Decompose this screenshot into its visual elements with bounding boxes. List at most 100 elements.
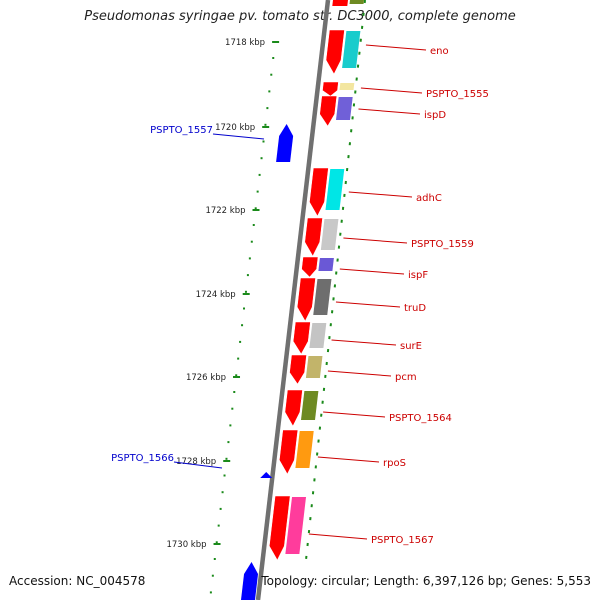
ruler-tick-label: 1728 kbp [176,457,216,467]
label-leader [323,411,386,418]
gene-label-pspto_1559[interactable]: PSPTO_1559 [411,239,474,250]
cog-block [320,219,339,250]
label-leader [358,108,421,115]
reverse-gene-arrow[interactable] [322,81,339,97]
label-leader [331,339,397,346]
gene-label-ispf[interactable]: ispF [408,270,428,281]
reverse-gene-arrow[interactable] [309,167,329,217]
label-leader-lines [173,44,427,540]
ruler-dot [223,474,226,477]
ruler-dot [246,274,249,277]
cog-block [309,323,327,348]
ruler-dot [254,207,257,210]
reverse-gene-arrow[interactable] [289,354,307,385]
gene-features[interactable] [241,0,348,600]
reverse-gene-arrow[interactable] [284,389,303,427]
ruler-dot [258,173,261,176]
gene-label-trud[interactable]: truD [404,303,426,314]
reverse-gene-arrow[interactable] [296,277,316,322]
ruler-dot [211,574,214,577]
ruler-dot [235,374,238,377]
reverse-gene-arrow[interactable] [319,95,338,127]
ruler-tick-label: 1720 kbp [215,123,255,133]
label-leader [365,44,427,51]
ruler-dot [270,73,273,76]
ruler-tick-label: 1722 kbp [205,206,245,216]
ruler-dot [231,407,234,410]
ruler-dot [213,558,216,560]
gene-label-adhc[interactable]: adhC [416,193,442,204]
label-leader [348,191,413,198]
ruler-dot [266,107,269,110]
ruler-dot [221,491,224,494]
label-leader [343,237,408,244]
cog-block [342,31,361,68]
gene-label-sure[interactable]: surE [400,341,422,352]
ruler-tick-label: 1730 kbp [166,540,206,550]
gene-label-rpos[interactable]: rpoS [383,458,406,469]
genome-backbone [255,0,331,600]
reverse-gene-arrow[interactable] [301,256,319,278]
ruler-tick: 1728 kbp [176,457,231,467]
ruler-dot [250,240,253,243]
ruler-dot [241,324,244,327]
gene-label-pspto_1555[interactable]: PSPTO_1555 [426,89,489,100]
ruler-dot [260,157,263,160]
cog-block [285,497,307,554]
cog-block [336,97,353,120]
label-leader [212,133,265,140]
gene-label-pspto_1567[interactable]: PSPTO_1567 [371,535,434,546]
gene-label-ispd[interactable]: ispD [424,110,446,121]
ruler-dot [219,507,222,510]
ruler-tick: 1720 kbp [215,123,270,133]
ruler-tick-label: 1718 kbp [225,38,265,48]
ruler-dot [243,307,246,310]
label-leader [327,370,392,377]
accession-text: Accession: NC_004578 [9,574,146,588]
ruler-dot [209,591,212,594]
ruler-tick: 1726 kbp [186,373,241,383]
cog-block [325,169,345,210]
label-leader [308,533,368,540]
ruler-dot [225,457,228,460]
reverse-gene-arrow[interactable] [304,217,323,257]
ruler-dot [237,357,240,360]
cog-block [305,356,323,378]
ruler-tick: 1724 kbp [196,290,250,300]
ruler-tick-label: 1724 kbp [196,290,236,300]
reverse-gene-arrow[interactable] [279,429,299,475]
gene-labels[interactable]: eno PSPTO_1555 ispD adhC PSPTO_1559 ispF truD s… [111,46,489,546]
reverse-gene-arrow[interactable] [332,0,348,6]
cog-block [349,0,364,4]
reverse-gene-arrow[interactable] [292,321,311,355]
forward-gene-arrow[interactable] [260,472,273,478]
ruler-dot [227,441,230,444]
forward-gene-arrow[interactable] [276,124,294,162]
ruler-dot [229,424,232,427]
ruler-tick: 1718 kbp [225,38,280,48]
reverse-gene-arrow[interactable] [325,29,345,75]
cog-block [295,431,314,468]
gene-label-pcm[interactable]: pcm [395,372,417,383]
cog-block [318,258,334,271]
topology-text: Topology: circular; Length: 6,397,126 bp… [261,574,591,588]
label-leader [339,268,405,275]
ruler-dot [272,57,275,59]
label-leader [317,456,380,463]
gene-label-eno[interactable]: eno [430,46,449,57]
ruler-dot [217,524,220,527]
ruler-dot [268,90,271,93]
ruler-dot [264,123,267,126]
ruler-ticks: 1718 kbp 1720 kbp 1722 kbp 1724 kbp 1726 kbp… [166,38,280,550]
gene-label-pspto_1566[interactable]: PSPTO_1566 [111,453,174,464]
cog-block [313,279,332,315]
ruler-dot [215,541,218,544]
ruler-dots [209,57,275,594]
gene-label-pspto_1557[interactable]: PSPTO_1557 [150,125,213,136]
label-leader [335,301,401,308]
gene-label-pspto_1564[interactable]: PSPTO_1564 [389,413,452,424]
cog-blocks [285,0,364,554]
reverse-gene-arrow[interactable] [269,495,291,561]
forward-gene-arrow[interactable] [241,562,259,600]
